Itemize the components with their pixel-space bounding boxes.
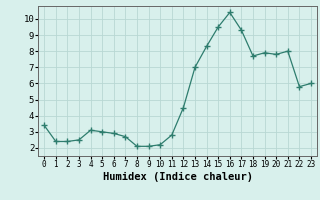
X-axis label: Humidex (Indice chaleur): Humidex (Indice chaleur): [103, 172, 252, 182]
